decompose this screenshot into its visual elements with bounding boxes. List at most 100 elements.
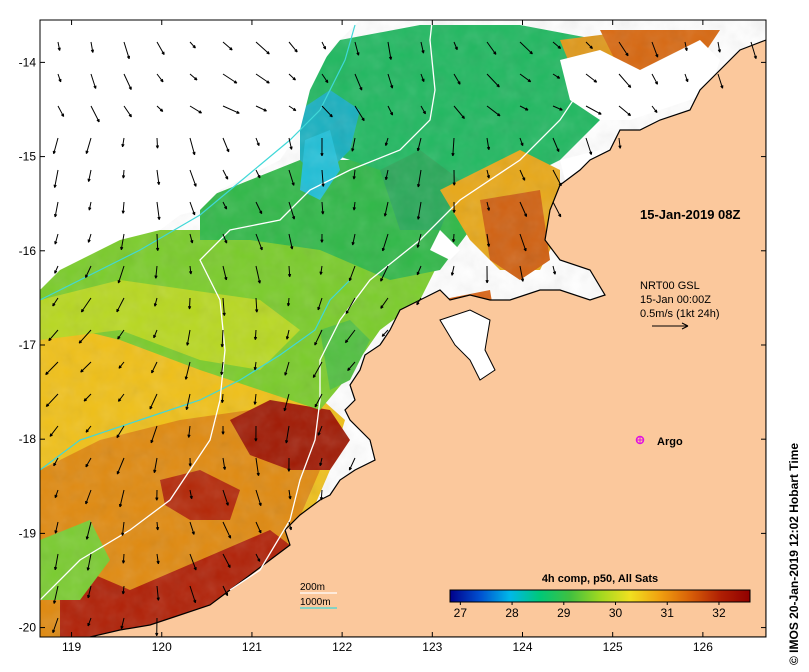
current-arrow <box>57 105 65 117</box>
current-arrow <box>450 265 455 276</box>
lat-tick-label: -16 <box>19 244 37 258</box>
current-arrow <box>552 41 562 49</box>
current-arrow <box>381 233 389 252</box>
current-arrow <box>387 105 394 116</box>
current-arrow <box>420 105 426 115</box>
current-arrow <box>221 425 225 435</box>
current-arrow <box>53 169 59 188</box>
current-arrow <box>189 585 197 604</box>
lon-tick-label: 119 <box>62 640 81 654</box>
credit-label: © IMOS 20-Jan-2019 12:02 Hobart Time <box>787 443 801 665</box>
current-arrow <box>57 73 62 83</box>
current-arrow <box>123 73 132 90</box>
current-arrow <box>80 361 92 373</box>
lon-tick-label: 121 <box>242 640 262 654</box>
current-arrow <box>222 265 228 281</box>
current-arrow <box>222 489 229 506</box>
current-arrow <box>90 41 95 53</box>
current-arrow <box>321 105 333 118</box>
current-arrow <box>156 105 164 112</box>
current-arrow <box>54 265 59 274</box>
current-arrow <box>585 73 598 83</box>
current-arrow <box>684 73 689 83</box>
lat-tick-label: -15 <box>19 150 37 164</box>
current-arrow <box>552 201 562 218</box>
current-arrow <box>486 137 491 151</box>
current-arrow <box>287 265 292 278</box>
current-arrow <box>717 41 721 53</box>
isobath-200-label: 200m <box>300 582 325 593</box>
current-arrow <box>485 265 489 284</box>
current-arrow <box>288 233 294 250</box>
current-arrow <box>381 329 389 337</box>
current-arrow <box>220 329 224 348</box>
isobath-legend: 200m 1000m <box>300 582 337 609</box>
current-arrow <box>552 265 557 275</box>
current-arrow <box>416 297 422 306</box>
current-arrow <box>121 137 125 148</box>
current-arrow <box>117 393 125 402</box>
lon-tick-label: 125 <box>603 640 623 654</box>
current-arrow <box>85 457 92 468</box>
current-arrow <box>54 233 59 245</box>
timestamp-label: 15-Jan-2019 08Z <box>640 207 741 222</box>
current-arrow <box>87 585 92 599</box>
current-arrow <box>453 41 458 51</box>
current-arrow <box>519 41 533 55</box>
latitude-axis: -14 -15 -16 -17 -18 -19 -20 <box>19 55 766 635</box>
current-arrow <box>189 41 196 49</box>
current-arrow <box>85 521 92 540</box>
current-arrow <box>156 201 161 220</box>
current-arrow <box>519 169 526 181</box>
lon-tick-label: 120 <box>152 640 172 654</box>
lat-tick-label: -14 <box>19 55 37 69</box>
current-arrow <box>453 73 461 85</box>
current-arrow <box>120 617 125 630</box>
current-arrow <box>344 329 356 344</box>
current-arrow <box>255 105 267 112</box>
current-arrow <box>121 553 126 564</box>
current-arrow <box>314 393 323 408</box>
current-arrow <box>288 489 292 500</box>
current-arrow <box>585 41 593 50</box>
current-arrow <box>222 297 226 316</box>
current-arrow <box>153 457 158 473</box>
current-arrow <box>52 297 59 307</box>
current-arrow <box>486 201 491 211</box>
current-arrow <box>384 169 389 181</box>
current-arrow <box>417 169 422 188</box>
current-arrow <box>52 617 59 634</box>
current-arrow <box>519 265 525 282</box>
current-arrow <box>288 169 295 186</box>
lon-tick-label: 122 <box>332 640 352 654</box>
current-arrow <box>123 41 131 60</box>
current-arrow <box>255 521 262 534</box>
current-arrow <box>222 233 228 244</box>
current-arrow <box>156 73 164 83</box>
current-arrow <box>354 41 360 56</box>
current-arrow <box>153 297 158 307</box>
current-scale-label: 0.5m/s (1kt 24h) <box>640 308 719 320</box>
colorbar-tick-label: 31 <box>661 606 675 620</box>
current-arrow <box>156 169 161 185</box>
current-arrow <box>420 41 425 54</box>
current-arrow <box>348 265 356 282</box>
current-arrow <box>80 297 92 313</box>
current-arrow <box>86 553 92 571</box>
current-arrow <box>184 361 191 380</box>
current-arrow <box>156 553 160 565</box>
current-arrow <box>187 297 192 310</box>
lat-tick-label: -17 <box>19 338 37 352</box>
current-arrow <box>288 41 298 53</box>
current-arrow <box>155 489 159 501</box>
current-arrow <box>317 425 323 436</box>
current-arrow <box>154 265 158 279</box>
longitude-axis: 119 120 121 122 123 124 125 126 <box>62 20 713 654</box>
current-arrow <box>87 617 92 627</box>
current-arrow <box>651 105 658 114</box>
current-arrow <box>253 329 258 340</box>
current-arrow <box>348 457 356 471</box>
current-arrow <box>618 73 632 88</box>
current-arrow <box>83 393 92 402</box>
current-arrow <box>320 137 324 157</box>
